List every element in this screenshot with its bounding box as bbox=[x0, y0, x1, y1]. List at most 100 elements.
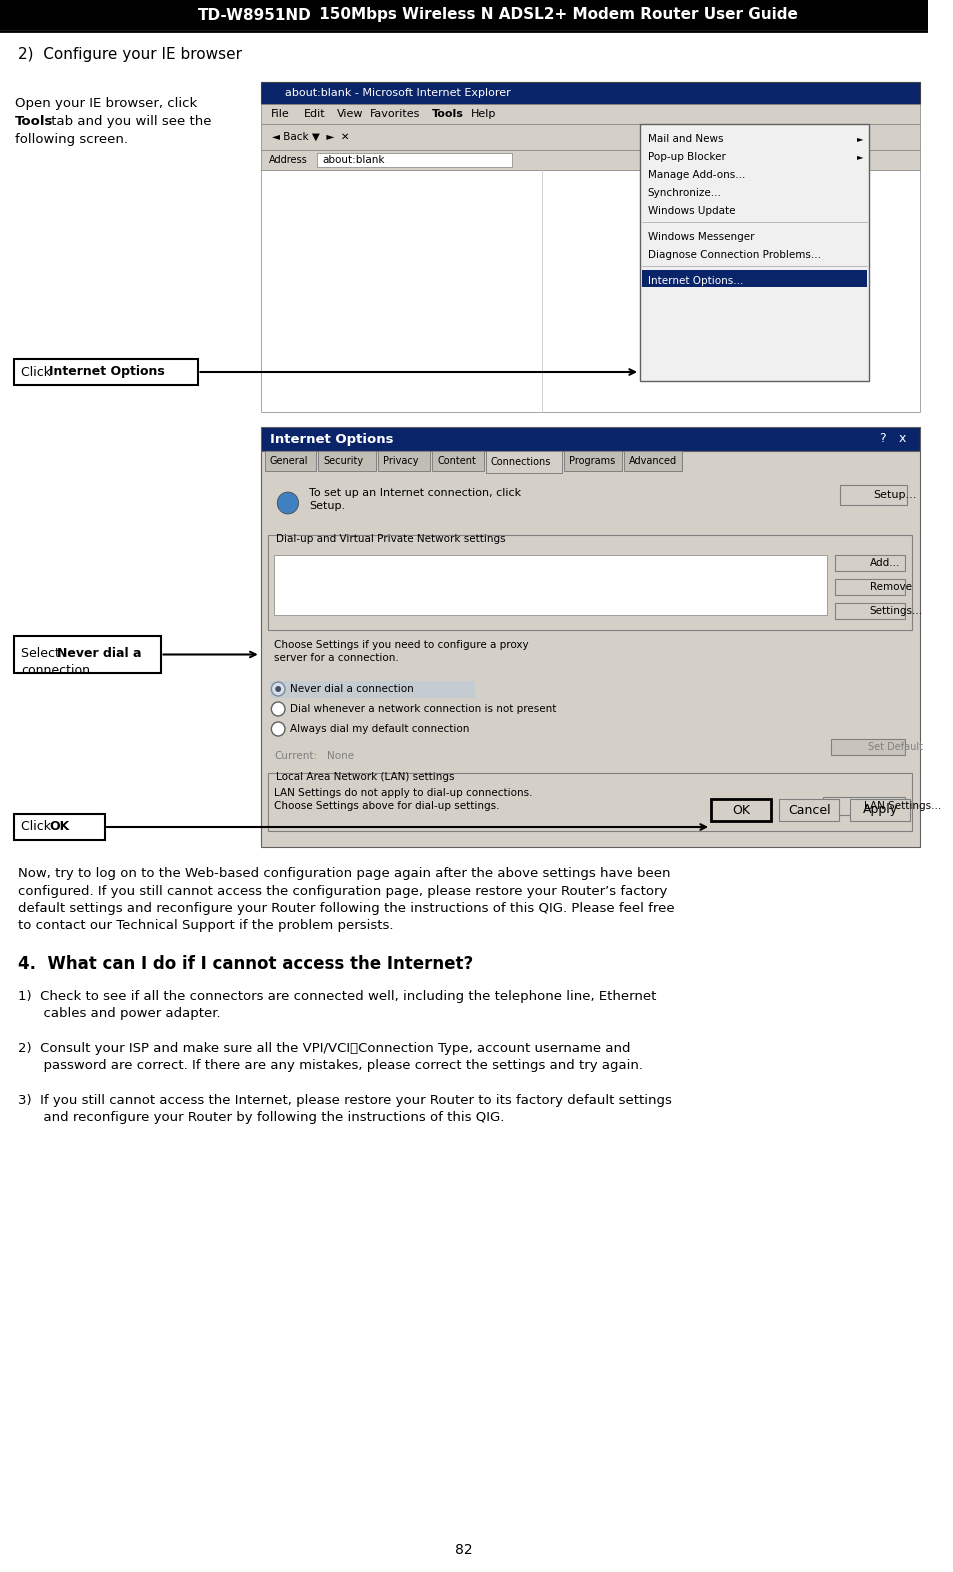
Text: tab and you will see the: tab and you will see the bbox=[47, 115, 211, 127]
Text: Connections: Connections bbox=[491, 457, 551, 467]
Bar bbox=[849, 799, 909, 821]
Text: OK: OK bbox=[731, 803, 749, 816]
Bar bbox=[274, 555, 826, 615]
Text: 2)  Consult your ISP and make sure all the VPI/VCI、Connection Type, account user: 2) Consult your ISP and make sure all th… bbox=[17, 1042, 641, 1072]
Text: LAN Settings do not apply to dial-up connections.
Choose Settings above for dial: LAN Settings do not apply to dial-up con… bbox=[274, 788, 532, 811]
Text: 2)  Configure your IE browser: 2) Configure your IE browser bbox=[17, 47, 241, 61]
Bar bbox=[623, 451, 681, 472]
Text: Now, try to log on to the Web-based configuration page again after the above set: Now, try to log on to the Web-based conf… bbox=[17, 868, 674, 932]
Text: Set Default: Set Default bbox=[866, 742, 922, 751]
Text: ?: ? bbox=[879, 432, 885, 445]
FancyBboxPatch shape bbox=[13, 358, 198, 385]
Text: x: x bbox=[898, 432, 905, 445]
Text: Cancel: Cancel bbox=[787, 803, 830, 816]
Circle shape bbox=[271, 703, 285, 715]
Text: Mail and News: Mail and News bbox=[647, 134, 722, 145]
Text: Windows Update: Windows Update bbox=[647, 206, 735, 215]
Text: Add...: Add... bbox=[868, 558, 899, 567]
Bar bbox=[270, 681, 475, 698]
Text: Advanced: Advanced bbox=[628, 456, 677, 465]
Text: Setup...: Setup... bbox=[873, 490, 916, 500]
Text: General: General bbox=[269, 456, 308, 465]
Text: Internet Options: Internet Options bbox=[270, 432, 394, 445]
Text: ►: ► bbox=[856, 134, 862, 143]
Text: about:blank - Microsoft Internet Explorer: about:blank - Microsoft Internet Explore… bbox=[285, 88, 510, 97]
Bar bbox=[268, 534, 911, 630]
Text: Edit: Edit bbox=[303, 108, 325, 119]
Text: Windows Messenger: Windows Messenger bbox=[647, 233, 754, 242]
Bar bbox=[710, 799, 770, 821]
Text: To set up an Internet connection, click
Setup.: To set up an Internet connection, click … bbox=[309, 487, 521, 511]
Bar bbox=[378, 451, 430, 472]
Bar bbox=[260, 451, 919, 847]
Bar bbox=[0, 0, 927, 30]
Text: Diagnose Connection Problems...: Diagnose Connection Problems... bbox=[647, 250, 820, 259]
Text: Internet Options...: Internet Options... bbox=[647, 277, 742, 286]
Text: Programs: Programs bbox=[568, 456, 615, 465]
Bar bbox=[260, 428, 919, 451]
Text: Dial whenever a network connection is not present: Dial whenever a network connection is no… bbox=[290, 704, 556, 714]
Bar bbox=[840, 486, 905, 505]
Text: Address: Address bbox=[268, 156, 307, 165]
Bar bbox=[641, 270, 865, 288]
FancyBboxPatch shape bbox=[13, 637, 161, 673]
Circle shape bbox=[271, 682, 285, 696]
Bar bbox=[830, 739, 903, 755]
Text: following screen.: following screen. bbox=[14, 134, 128, 146]
Text: File: File bbox=[270, 108, 289, 119]
Text: TD-W8951ND: TD-W8951ND bbox=[197, 8, 311, 22]
Text: Remove: Remove bbox=[868, 582, 910, 593]
Bar bbox=[316, 152, 511, 167]
Text: LAN Settings...: LAN Settings... bbox=[862, 802, 940, 811]
Text: 4.  What can I do if I cannot access the Internet?: 4. What can I do if I cannot access the … bbox=[17, 956, 473, 973]
Text: 82: 82 bbox=[455, 1544, 473, 1556]
Text: ►: ► bbox=[856, 152, 862, 160]
Text: Synchronize...: Synchronize... bbox=[647, 189, 720, 198]
Text: Open your IE browser, click: Open your IE browser, click bbox=[14, 97, 196, 110]
Text: Tools: Tools bbox=[14, 115, 53, 127]
Bar bbox=[486, 451, 561, 473]
Text: Internet Options: Internet Options bbox=[49, 366, 164, 379]
Bar bbox=[834, 578, 903, 594]
Text: Settings...: Settings... bbox=[868, 605, 922, 616]
Text: Privacy: Privacy bbox=[383, 456, 418, 465]
Bar bbox=[639, 124, 867, 380]
Bar bbox=[260, 82, 919, 104]
Text: Click: Click bbox=[21, 366, 55, 379]
Text: Never dial a connection: Never dial a connection bbox=[290, 684, 414, 693]
Bar bbox=[822, 797, 903, 814]
FancyBboxPatch shape bbox=[13, 814, 105, 839]
Text: about:blank: about:blank bbox=[321, 156, 384, 165]
Bar bbox=[834, 604, 903, 619]
Text: Local Area Network (LAN) settings: Local Area Network (LAN) settings bbox=[276, 772, 455, 781]
Text: Tools: Tools bbox=[432, 108, 463, 119]
Text: Manage Add-ons...: Manage Add-ons... bbox=[647, 170, 744, 181]
Bar bbox=[834, 555, 903, 571]
Text: OK: OK bbox=[50, 821, 70, 833]
Text: Pop-up Blocker: Pop-up Blocker bbox=[647, 152, 725, 162]
Text: Current:: Current: bbox=[274, 751, 317, 761]
Bar bbox=[260, 149, 919, 170]
Bar bbox=[432, 451, 484, 472]
Bar bbox=[260, 170, 919, 412]
Bar bbox=[264, 451, 316, 472]
Text: Always dial my default connection: Always dial my default connection bbox=[290, 725, 469, 734]
Bar bbox=[268, 773, 911, 832]
Bar bbox=[260, 124, 919, 149]
Text: 1)  Check to see if all the connectors are connected well, including the telepho: 1) Check to see if all the connectors ar… bbox=[17, 990, 656, 1020]
Bar bbox=[563, 451, 621, 472]
Bar bbox=[260, 104, 919, 124]
Text: 3)  If you still cannot access the Internet, please restore your Router to its f: 3) If you still cannot access the Intern… bbox=[17, 1094, 671, 1124]
Text: Favorites: Favorites bbox=[369, 108, 419, 119]
Text: Apply: Apply bbox=[862, 803, 897, 816]
Text: Content: Content bbox=[436, 456, 476, 465]
Bar bbox=[779, 799, 839, 821]
Circle shape bbox=[271, 722, 285, 736]
Text: connection: connection bbox=[21, 663, 91, 678]
Text: Security: Security bbox=[323, 456, 363, 465]
Text: Select: Select bbox=[21, 648, 64, 660]
Circle shape bbox=[275, 685, 281, 692]
Text: Click: Click bbox=[21, 821, 55, 833]
Text: Choose Settings if you need to configure a proxy
server for a connection.: Choose Settings if you need to configure… bbox=[274, 640, 528, 663]
Text: Dial-up and Virtual Private Network settings: Dial-up and Virtual Private Network sett… bbox=[276, 534, 505, 544]
